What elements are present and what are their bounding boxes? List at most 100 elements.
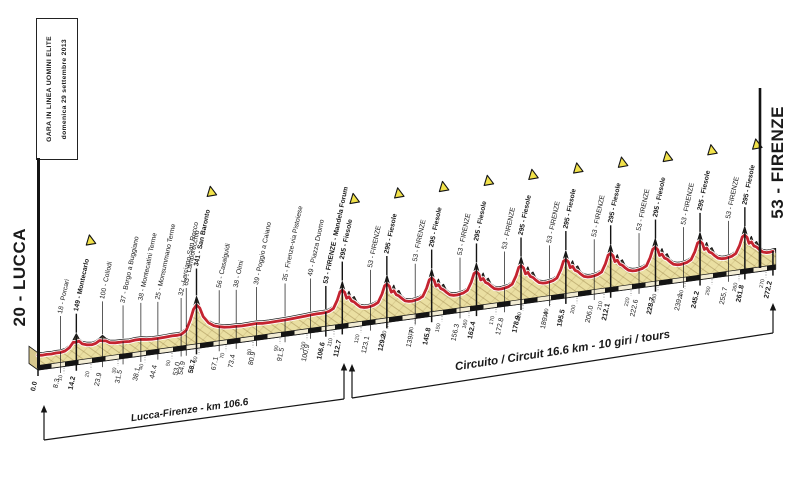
climb-triangle-icon xyxy=(85,234,97,246)
distance-label: 80.9 xyxy=(248,351,258,366)
landmark-label: 53 - FIRENZE xyxy=(457,212,473,256)
distance-label: 178.9 xyxy=(511,315,522,334)
km-mark-label: 130 xyxy=(381,330,389,340)
distance-label: 58.7 xyxy=(188,359,198,374)
landmark-label: 56 - Casalguidi xyxy=(216,242,232,288)
bracket-arrow-head xyxy=(769,303,777,311)
landmark-label: 295 - Fiesole xyxy=(607,182,622,224)
distance-label: 206.0 xyxy=(585,305,596,324)
bracket-line-circuit xyxy=(351,332,774,399)
distance-label: 212.1 xyxy=(601,303,612,322)
distance-label: 91.5 xyxy=(276,347,286,362)
landmark-label: 295 - Fiesole xyxy=(562,188,577,230)
bracket-arrow-head xyxy=(40,405,48,413)
km-mark-label: 30 xyxy=(111,367,118,374)
distance-label: 67.1 xyxy=(210,356,220,371)
landmark-label: 53 - FIRENZE xyxy=(367,225,383,269)
km-mark-label: 110 xyxy=(327,338,335,348)
km-mark-label: 180 xyxy=(516,312,524,322)
landmark-label: 37 - Borgo a Buggiano xyxy=(120,236,141,304)
distance-label: 8.3 xyxy=(52,378,61,389)
km-mark-label: 60 xyxy=(192,356,199,363)
landmark-label: 295 - Fiesole xyxy=(518,194,533,236)
climb-triangle-icon xyxy=(394,187,405,199)
climb-markers xyxy=(85,138,763,246)
terrain xyxy=(28,226,777,371)
distance-label: 112.7 xyxy=(333,339,343,357)
bracket-arrow-head xyxy=(340,363,348,371)
km-mark-label: 210 xyxy=(597,301,605,311)
distance-label: 100.9 xyxy=(301,344,312,363)
distance-label: 172.8 xyxy=(495,317,506,336)
landmark-label: 53 - FIRENZE xyxy=(501,206,517,250)
distance-label: 139.7 xyxy=(406,329,417,348)
km-mark-label: 90 xyxy=(273,345,280,352)
distance-label: 14.2 xyxy=(68,376,78,391)
km-mark-label: 240 xyxy=(678,290,686,300)
landmark-label: 38 - Olmi xyxy=(233,259,246,288)
landmark-label: 53 - FIRENZE xyxy=(725,176,741,220)
bracket-line-stage xyxy=(43,398,345,441)
km-mark-label: 10 xyxy=(57,374,64,381)
km-mark-label: 170 xyxy=(489,315,497,325)
landmark-label: 49 - Piazza Duomo xyxy=(307,219,326,277)
climb-triangle-icon xyxy=(573,162,584,174)
distance-label: 272.2 xyxy=(763,280,774,299)
km-mark-label: 80 xyxy=(246,349,253,356)
climb-triangle-icon xyxy=(707,144,718,156)
landmark-label: 53 - FIRENZE xyxy=(636,188,652,232)
landmark-label: 295 - Fiesole xyxy=(741,164,756,206)
distance-label: 53.0 xyxy=(172,361,182,376)
landmark-label: 39 - Poggio a Caiano xyxy=(253,221,273,285)
km-mark-label: 220 xyxy=(624,297,632,307)
km-mark-label: 250 xyxy=(705,286,713,296)
climb-triangle-icon xyxy=(438,180,450,193)
landmark-label: 295 - Fiesole xyxy=(383,213,398,255)
distance-label: 239.1 xyxy=(674,293,685,312)
distance-band xyxy=(37,264,776,371)
climb-triangle-icon xyxy=(528,168,539,181)
landmark-label: 295 - Fiesole xyxy=(473,200,488,242)
km-mark-label: 270 xyxy=(759,279,767,289)
distance-label: 189.4 xyxy=(540,311,551,330)
distance-label: 73.4 xyxy=(227,354,237,369)
landmark-label: 53 - FIRENZE xyxy=(412,219,428,263)
distance-label: 195.5 xyxy=(556,309,567,328)
bracket-arrow-head xyxy=(348,364,356,372)
km-mark-label: 230 xyxy=(651,293,659,303)
distance-label: 255.7 xyxy=(719,287,730,306)
distance-label: 162.4 xyxy=(467,321,478,340)
distance-label: 245.2 xyxy=(691,290,702,309)
distance-label: 261.8 xyxy=(735,284,746,303)
km-mark-label: 160 xyxy=(462,319,470,329)
circuit-segment-label: Circuito / Circuit 16.6 km - 10 giri / t… xyxy=(454,329,671,374)
start-finish-lines xyxy=(37,88,762,368)
distance-label: 123.1 xyxy=(361,335,372,354)
landmark-label: 53 - FIRENZE xyxy=(591,194,607,238)
landmark-label: 53 - FIRENZE xyxy=(546,200,562,244)
distance-label: 54.9 xyxy=(178,361,188,376)
km-mark-label: 40 xyxy=(138,363,145,370)
distance-label: 31.5 xyxy=(114,369,124,384)
landmark-label: 149 - Montecarlo xyxy=(73,258,91,312)
distance-label: 156.3 xyxy=(450,323,461,342)
km-mark-label: 100 xyxy=(300,341,308,351)
km-mark-label: 70 xyxy=(219,352,226,359)
distance-label: 228.7 xyxy=(646,297,657,316)
landmark-label: 53 - FIRENZE xyxy=(680,182,696,226)
landmark-label: 18 - Porcari xyxy=(57,278,71,314)
distance-label: 23.9 xyxy=(94,372,104,387)
distance-label: 38.1 xyxy=(132,367,142,382)
landmark-label: 295 - Fiesole xyxy=(697,170,712,212)
km-mark-label: 140 xyxy=(408,327,416,337)
km-mark-label: 200 xyxy=(570,304,578,314)
band-outline xyxy=(37,264,776,371)
race-info-box: GARA IN LINEA UOMINI ELITE domenica 29 s… xyxy=(36,18,78,160)
route-line xyxy=(36,233,775,357)
km-mark-label: 50 xyxy=(165,360,172,367)
landmark-label: 35 - Firenze-via Pistoiese xyxy=(282,205,305,282)
km-mark-label: 150 xyxy=(435,323,443,333)
distance-label: 106.6 xyxy=(316,342,327,361)
